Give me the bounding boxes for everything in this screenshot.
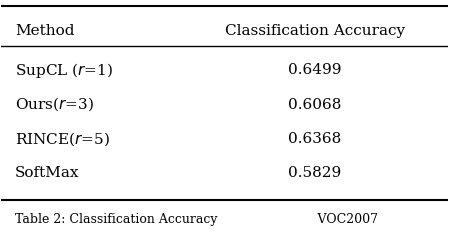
Text: 0.5829: 0.5829 — [287, 166, 340, 179]
Text: 0.6499: 0.6499 — [287, 63, 340, 77]
Text: Table 2: Classification Accuracy                         VOC2007: Table 2: Classification Accuracy VOC2007 — [15, 212, 377, 225]
Text: Classification Accuracy: Classification Accuracy — [225, 24, 404, 38]
Text: 0.6068: 0.6068 — [287, 97, 340, 111]
Text: SoftMax: SoftMax — [15, 166, 79, 179]
Text: RINCE($r$=5): RINCE($r$=5) — [15, 130, 110, 147]
Text: Ours($r$=3): Ours($r$=3) — [15, 95, 94, 113]
Text: Method: Method — [15, 24, 74, 38]
Text: SupCL ($r$=1): SupCL ($r$=1) — [15, 60, 113, 79]
Text: 0.6368: 0.6368 — [287, 131, 340, 145]
